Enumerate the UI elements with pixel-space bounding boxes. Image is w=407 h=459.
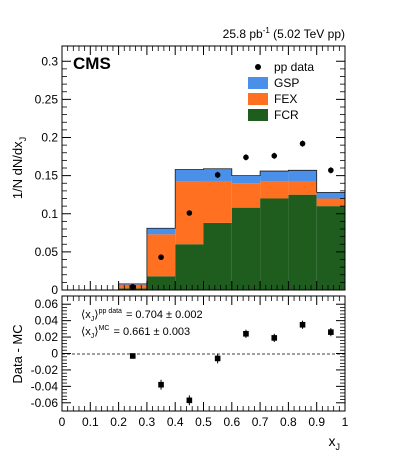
upper-y-ticks: 0 0.05 0.1 0.15 0.2 0.25 0.3: [35, 54, 345, 297]
lower-ytick-label-0: -0.06: [31, 396, 59, 410]
bar-fex-4: [231, 183, 261, 208]
lower-xtick-label-4: 0.4: [167, 415, 184, 429]
bar-fcr-4: [231, 207, 261, 290]
residual-point-5: [271, 335, 278, 341]
lower-xtick-label-7: 0.7: [252, 415, 269, 429]
residual-point-6: [299, 321, 306, 328]
lower-ytick-label-2: -0.02: [31, 363, 59, 377]
residual-point-2: [186, 397, 193, 404]
mean-annotation: ⟨xJ⟩pp data = 0.704 ± 0.002 ⟨xJ⟩MC = 0.661…: [81, 308, 203, 340]
upper-panel: 0 0.05 0.1 0.15 0.2 0.25 0.3 CMS 1/N dN/dxJ pp…: [10, 45, 346, 297]
bar-fex-3: [203, 180, 232, 223]
lower-y-ticks: -0.06 -0.04 -0.02 0 0.02 0.04 0.06: [31, 297, 345, 410]
upper-ytick-label-3: 0.15: [35, 169, 59, 183]
annotation-mc: ⟨xJ⟩MC = 0.661 ± 0.003: [81, 325, 190, 340]
lower-xtick-label-6: 0.6: [223, 415, 240, 429]
bar-fex-6: [288, 180, 317, 195]
lower-xtick-label-5: 0.5: [195, 415, 212, 429]
upper-ytick-label-2: 0.1: [41, 207, 58, 221]
lower-ytick-label-1: -0.04: [31, 379, 59, 393]
annotation-data: ⟨xJ⟩pp data = 0.704 ± 0.002: [81, 308, 203, 323]
data-point-3: [214, 172, 221, 178]
bar-fcr-7: [316, 206, 345, 290]
bar-gsp-4: [231, 175, 261, 184]
legend-swatch-fcr: [248, 109, 268, 121]
lower-ytick-label-4: 0.02: [35, 330, 59, 344]
data-point-1: [158, 254, 164, 261]
residual-point-3: [214, 355, 221, 362]
legend-swatch-gsp: [248, 77, 268, 89]
bar-fcr-6: [288, 194, 317, 290]
data-point-0: [129, 284, 136, 290]
upper-ytick-label-6: 0.3: [41, 54, 58, 68]
lower-xtick-label-2: 0.2: [110, 415, 127, 429]
bar-fex-5: [260, 181, 289, 199]
upper-ytick-label-0: 0: [51, 283, 58, 297]
lower-xtick-label-3: 0.3: [139, 415, 156, 429]
legend: pp data GSP FEX FCR: [248, 60, 314, 122]
bar-gsp-6: [288, 170, 317, 181]
bar-fcr-2: [175, 244, 204, 290]
legend-label-fex: FEX: [274, 92, 297, 106]
bar-gsp-5: [260, 171, 289, 182]
lower-ytick-label-6: 0.06: [35, 297, 59, 311]
residual-point-4: [243, 330, 249, 337]
upper-ytick-label-4: 0.2: [41, 131, 58, 145]
stack-outline: [118, 168, 346, 290]
bar-gsp-2: [175, 169, 204, 182]
lower-y-label: Data - MC: [10, 324, 25, 383]
legend-label-gsp: GSP: [274, 76, 299, 90]
upper-y-label: 1/N dN/dxJ: [10, 137, 28, 199]
legend-label-data: pp data: [274, 60, 314, 74]
data-point-5: [271, 153, 278, 159]
bar-gsp-7: [316, 192, 345, 199]
data-point-2: [186, 210, 193, 216]
residual-point-7: [328, 329, 334, 335]
legend-marker-data: [255, 64, 261, 70]
bar-fcr-5: [260, 198, 289, 290]
lumi-label: 25.8 pb-1 (5.02 TeV pp): [223, 26, 345, 41]
lower-xtick-label-8: 0.8: [280, 415, 297, 429]
bar-fcr-1: [146, 276, 176, 290]
lower-xtick-label-9: 0.9: [308, 415, 325, 429]
x-axis-label: xJ: [329, 433, 341, 452]
upper-x-ticks: [61, 46, 346, 290]
data-points: [129, 140, 334, 290]
lower-xtick-label-1: 0.1: [82, 415, 99, 429]
bar-fcr-3: [203, 222, 232, 290]
upper-ytick-label-5: 0.25: [35, 92, 59, 106]
lower-ytick-label-5: 0.04: [35, 314, 59, 328]
data-point-7: [328, 167, 334, 174]
data-point-6: [299, 140, 306, 147]
legend-label-fcr: FCR: [274, 108, 299, 122]
bar-fex-7: [316, 198, 345, 207]
cms-label: CMS: [73, 54, 111, 73]
lower-xtick-label-0: 0: [59, 415, 66, 429]
lower-x-ticks: 0 0.1 0.2 0.3 0.4 0.5 0.6 0.7 0.8 0.9 1: [59, 296, 349, 429]
legend-swatch-fex: [248, 93, 268, 105]
data-point-4: [243, 154, 249, 161]
lower-xtick-label-10: 1: [342, 415, 349, 429]
stacked-histogram: [118, 168, 346, 290]
residual-point-1: [158, 381, 164, 388]
lower-ytick-label-3: 0: [51, 347, 58, 361]
upper-ytick-label-1: 0.05: [35, 245, 59, 259]
residual-points: [129, 320, 334, 406]
bar-gsp-1: [146, 228, 176, 235]
residual-point-0: [129, 353, 136, 359]
